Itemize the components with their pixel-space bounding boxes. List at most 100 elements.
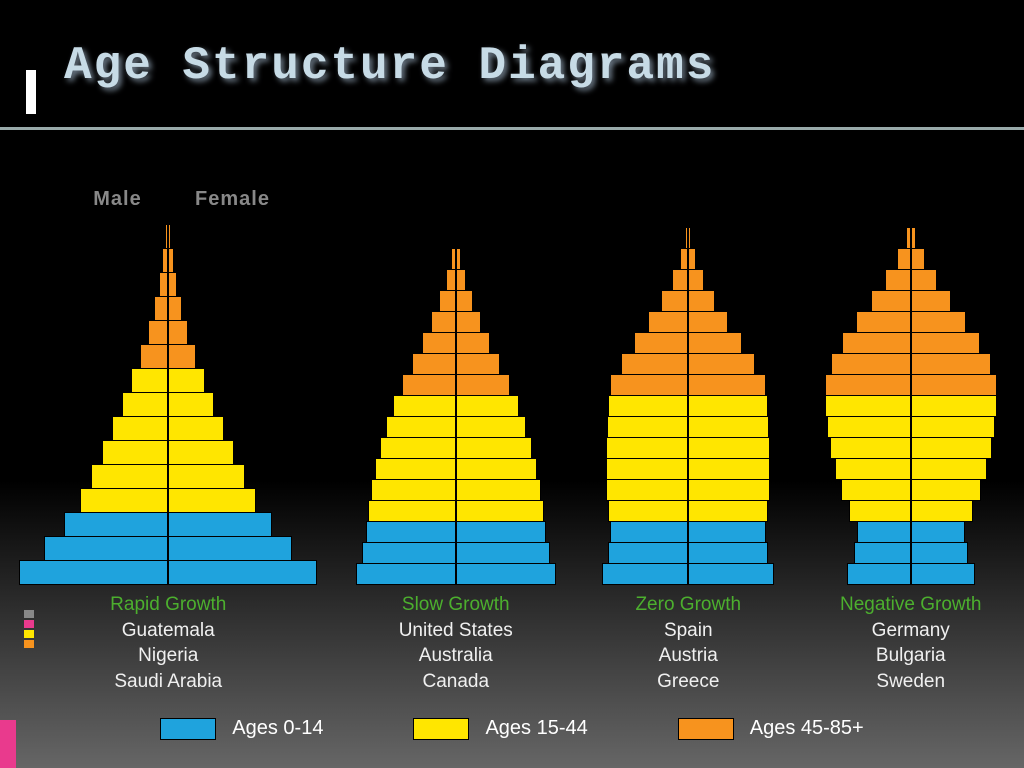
pyramid-slow: [351, 165, 561, 585]
country-label: Canada: [351, 669, 561, 695]
pyramid-bar: [610, 521, 766, 543]
country-label: Greece: [593, 669, 783, 695]
pyramid-bar: [375, 458, 537, 480]
pyramid-bar: [412, 353, 500, 375]
pyramid-bar: [608, 500, 768, 522]
pyramid-bar: [402, 374, 510, 396]
pyramid-bar: [854, 542, 968, 564]
pyramid-bar: [165, 224, 171, 249]
pyramid-bar: [841, 479, 981, 501]
pyramid-bar: [606, 437, 770, 459]
pyramid-bar: [102, 440, 234, 465]
pyramid-bar: [91, 464, 245, 489]
pyramid-bar: [847, 563, 975, 585]
growth-label: Slow Growth: [351, 592, 561, 618]
caption-col: Rapid GrowthGuatemalaNigeriaSaudi Arabia: [18, 592, 318, 695]
pyramid-bar: [842, 332, 980, 354]
pyramid-bar: [44, 536, 292, 561]
pyramid-bar: [648, 311, 728, 333]
pyramid-bar: [897, 248, 925, 270]
pyramid-bar: [159, 272, 177, 297]
pyramid-bar: [906, 227, 916, 249]
pyramid-bar: [19, 560, 317, 585]
pyramid-bar: [831, 353, 991, 375]
pyramid-bar: [362, 542, 550, 564]
pyramid-bar: [661, 290, 715, 312]
page-title: Age Structure Diagrams: [64, 40, 715, 92]
title-band: Age Structure Diagrams: [0, 0, 1024, 130]
pyramid-bar: [856, 311, 966, 333]
pyramid-bar: [606, 458, 770, 480]
tick-icon: [24, 610, 34, 618]
pyramid-bar: [131, 368, 205, 393]
pyramid-bar: [446, 269, 466, 291]
caption-col: Zero GrowthSpainAustriaGreece: [593, 592, 783, 695]
tick-icon: [24, 620, 34, 628]
legend-item: Ages 0-14: [160, 717, 323, 740]
legend: Ages 0-14 Ages 15-44 Ages 45-85+: [0, 717, 1024, 740]
caption-col: Slow GrowthUnited StatesAustraliaCanada: [351, 592, 561, 695]
pyramid-bar: [610, 374, 766, 396]
pyramid-rapid: [18, 165, 318, 585]
pyramid-bar: [422, 332, 490, 354]
pyramid-bar: [162, 248, 174, 273]
country-label: Germany: [816, 618, 1006, 644]
country-label: Sweden: [816, 669, 1006, 695]
pyramid-bar: [830, 437, 992, 459]
pyramid-bar: [849, 500, 973, 522]
legend-swatch: [160, 718, 216, 740]
pyramid-bar: [608, 542, 768, 564]
country-label: Bulgaria: [816, 643, 1006, 669]
pyramid-bar: [112, 416, 224, 441]
legend-label: Ages 0-14: [232, 717, 323, 740]
captions-row: Rapid GrowthGuatemalaNigeriaSaudi Arabia…: [0, 592, 1024, 695]
pyramids-row: [0, 165, 1024, 585]
legend-swatch: [678, 718, 734, 740]
country-label: Guatemala: [18, 618, 318, 644]
legend-swatch: [413, 718, 469, 740]
tick-icon: [24, 630, 34, 638]
pyramid-bar: [835, 458, 987, 480]
pyramid-bar: [825, 395, 997, 417]
pyramid-bar: [366, 521, 546, 543]
pyramid-bar: [857, 521, 965, 543]
pyramid-bar: [64, 512, 272, 537]
pyramid-bar: [431, 311, 481, 333]
pyramid-zero: [593, 165, 783, 585]
body-area: Male Female Rapid GrowthGuatemalaNigeria…: [0, 130, 1024, 768]
pyramid-bar: [621, 353, 755, 375]
growth-label: Rapid Growth: [18, 592, 318, 618]
pyramid-bar: [672, 269, 704, 291]
pyramid-bar: [439, 290, 473, 312]
pyramid-bar: [606, 479, 770, 501]
legend-item: Ages 45-85+: [678, 717, 864, 740]
country-label: Nigeria: [18, 643, 318, 669]
legend-item: Ages 15-44: [413, 717, 587, 740]
legend-label: Ages 15-44: [485, 717, 587, 740]
country-label: Austria: [593, 643, 783, 669]
pyramid-bar: [680, 248, 696, 270]
pyramid-bar: [825, 374, 997, 396]
pyramid-bar: [885, 269, 937, 291]
pyramid-bar: [602, 563, 774, 585]
pyramid-bar: [634, 332, 742, 354]
pyramid-bar: [454, 227, 458, 249]
legend-label: Ages 45-85+: [750, 717, 864, 740]
pyramid-negative: [816, 165, 1006, 585]
pyramid-bar: [154, 296, 182, 321]
pyramid-bar: [607, 416, 769, 438]
pyramid-bar: [122, 392, 214, 417]
pyramid-bar: [685, 227, 691, 249]
pyramid-bar: [148, 320, 188, 345]
country-label: Saudi Arabia: [18, 669, 318, 695]
pyramid-bar: [871, 290, 951, 312]
caption-col: Negative GrowthGermanyBulgariaSweden: [816, 592, 1006, 695]
accent-bar-left: [26, 70, 36, 114]
side-ticks: [24, 610, 34, 648]
country-label: Australia: [351, 643, 561, 669]
pyramid-bar: [368, 500, 544, 522]
pyramid-bar: [380, 437, 532, 459]
pyramid-bar: [356, 563, 556, 585]
tick-icon: [24, 640, 34, 648]
slide: Age Structure Diagrams Male Female Rapid…: [0, 0, 1024, 768]
